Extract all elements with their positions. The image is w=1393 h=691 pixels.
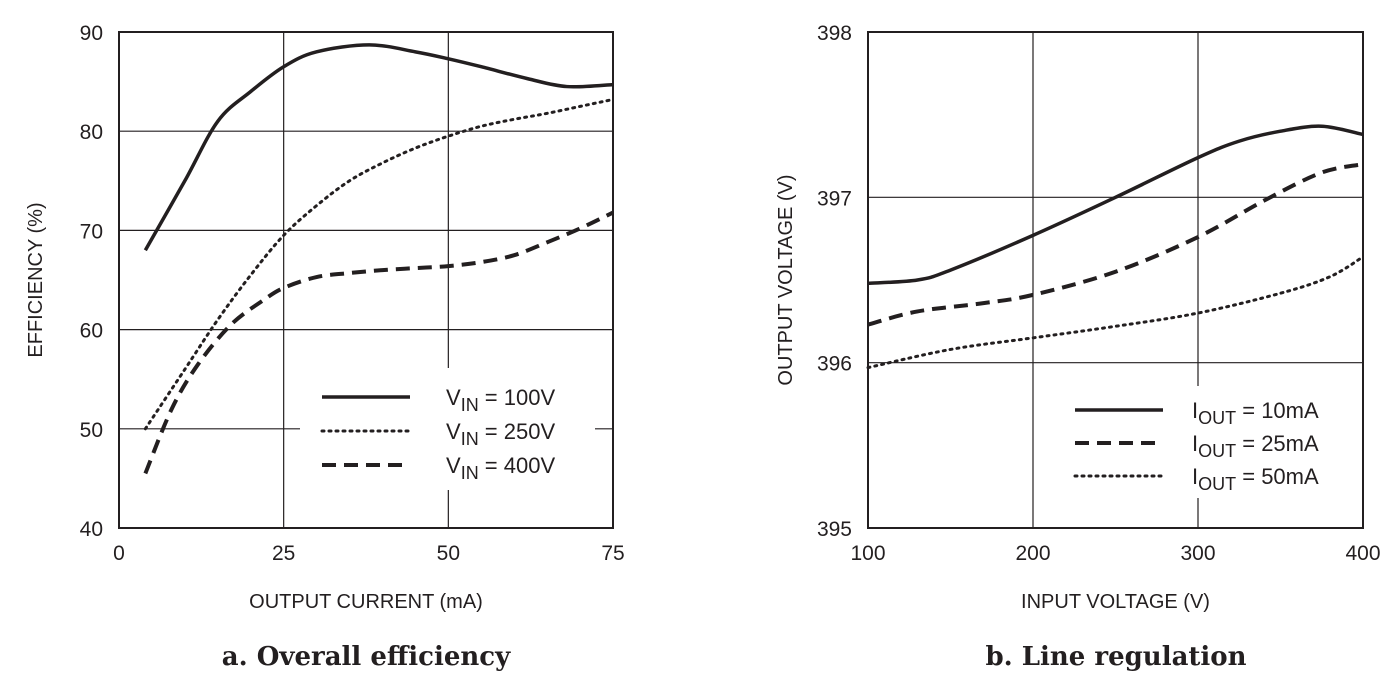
x-tick-label: 0	[113, 542, 125, 565]
x-tick-label: 25	[272, 542, 295, 565]
series-line	[143, 43, 614, 252]
legend-label-main: V	[446, 419, 461, 444]
legend-label-subscript: OUT	[1198, 474, 1236, 494]
legend-label: IOUT = 50mA	[1192, 464, 1319, 494]
x-tick-label: 50	[437, 542, 460, 565]
chart-caption: a. Overall efficiency	[222, 642, 511, 672]
legend-label-subscript: IN	[461, 429, 479, 449]
series-line	[143, 97, 615, 431]
legend-label-rest: = 400V	[479, 453, 556, 478]
y-axis-label: OUTPUT VOLTAGE (V)	[775, 174, 797, 385]
x-axis-label: INPUT VOLTAGE (V)	[1021, 591, 1210, 613]
legend-label-subscript: OUT	[1198, 408, 1236, 428]
legend-label-rest: = 250V	[479, 419, 556, 444]
y-tick-label: 40	[80, 518, 103, 541]
legend-label-rest: = 50mA	[1236, 464, 1319, 489]
y-tick-label: 80	[80, 121, 103, 144]
legend-label: IOUT = 10mA	[1192, 398, 1319, 428]
legend-background	[300, 368, 595, 490]
y-tick-label: 70	[80, 220, 103, 243]
legend-label: IOUT = 25mA	[1192, 431, 1319, 461]
y-tick-label: 395	[817, 518, 852, 541]
legend-label: VIN = 250V	[446, 419, 555, 449]
legend-label: VIN = 400V	[446, 453, 555, 483]
legend-label-rest: = 100V	[479, 385, 556, 410]
chart-caption: b. Line regulation	[985, 642, 1246, 672]
series-line	[143, 210, 614, 475]
y-tick-label: 50	[80, 419, 103, 442]
x-tick-label: 200	[1015, 542, 1050, 565]
legend-label-main: I	[1192, 464, 1198, 489]
legend-label-main: I	[1192, 398, 1198, 423]
y-tick-label: 396	[817, 353, 852, 376]
y-tick-label: 397	[817, 187, 852, 210]
legend-label: VIN = 100V	[446, 385, 555, 415]
y-tick-label: 60	[80, 320, 103, 343]
plot-frame	[867, 31, 1364, 529]
x-tick-label: 100	[850, 542, 885, 565]
y-tick-label: 398	[817, 22, 852, 45]
x-tick-label: 300	[1180, 542, 1215, 565]
legend-label-main: I	[1192, 431, 1198, 456]
series-line	[866, 255, 1365, 370]
x-axis-label: OUTPUT CURRENT (mA)	[249, 591, 483, 613]
plot-frame	[118, 31, 614, 529]
legend-label-rest: = 25mA	[1236, 431, 1319, 456]
x-tick-label: 400	[1345, 542, 1380, 565]
legend-label-subscript: IN	[461, 395, 479, 415]
series-line	[867, 124, 1364, 286]
y-tick-label: 90	[80, 22, 103, 45]
legend-label-rest: = 10mA	[1236, 398, 1319, 423]
legend-label-subscript: OUT	[1198, 441, 1236, 461]
legend-label-subscript: IN	[461, 463, 479, 483]
series-line	[867, 162, 1364, 327]
legend-label-main: V	[446, 453, 461, 478]
y-axis-label: EFFICIENCY (%)	[25, 202, 47, 357]
legend-label-main: V	[446, 385, 461, 410]
x-tick-label: 75	[601, 542, 624, 565]
